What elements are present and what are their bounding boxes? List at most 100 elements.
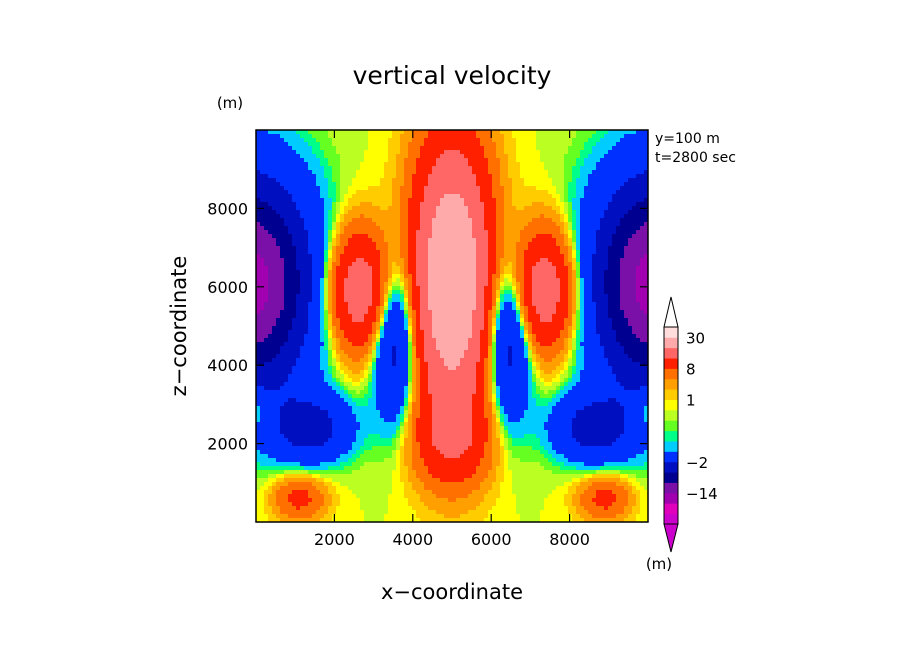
contour-cell [340,154,345,159]
contour-cell [488,290,493,295]
contour-cell [608,150,613,155]
contour-cell [524,138,529,143]
contour-cell [288,294,293,299]
contour-cell [368,234,373,239]
contour-cell [600,218,605,223]
contour-cell [588,302,593,307]
contour-cell [268,254,273,259]
contour-cell [560,242,565,247]
contour-cell [576,186,581,191]
contour-cell [336,166,341,171]
contour-cell [336,254,341,259]
contour-cell [324,242,329,247]
contour-cell [580,178,585,183]
contour-cell [572,182,577,187]
contour-cell [260,214,265,219]
contour-cell [592,206,597,211]
contour-cell [576,158,581,163]
contour-cell [520,302,525,307]
contour-cell [408,214,413,219]
contour-cell [548,270,553,275]
contour-cell [284,150,289,155]
contour-cell [284,322,289,327]
contour-cell [364,214,369,219]
contour-cell [448,330,453,335]
contour-cell [528,282,533,287]
contour-cell [292,210,297,215]
contour-cell [376,246,381,251]
contour-cell [584,302,589,307]
contour-cell [444,266,449,271]
contour-cell [524,242,529,247]
contour-cell [436,326,441,331]
contour-cell [400,154,405,159]
contour-cell [416,146,421,151]
contour-cell [520,238,525,243]
contour-cell [612,130,617,135]
contour-cell [604,162,609,167]
contour-cell [300,226,305,231]
contour-cell [332,182,337,187]
contour-cell [392,194,397,199]
contour-cell [492,310,497,315]
contour-cell [464,294,469,299]
contour-cell [536,210,541,215]
contour-cell [524,162,529,167]
contour-cell [348,238,353,243]
contour-cell [476,262,481,267]
contour-cell [632,186,637,191]
contour-cell [620,286,625,291]
contour-cell [276,182,281,187]
contour-cell [492,270,497,275]
contour-cell [292,162,297,167]
contour-cell [472,310,477,315]
contour-cell [608,278,613,283]
contour-cell [308,262,313,267]
contour-cell [444,322,449,327]
contour-cell [320,246,325,251]
contour-cell [592,138,597,143]
contour-cell [608,234,613,239]
contour-cell [500,306,505,311]
contour-cell [512,162,517,167]
contour-cell [528,254,533,259]
contour-cell [372,170,377,175]
contour-cell [632,270,637,275]
contour-cell [504,230,509,235]
contour-cell [408,246,413,251]
contour-cell [428,242,433,247]
contour-cell [388,210,393,215]
contour-cell [272,214,277,219]
contour-cell [308,294,313,299]
contour-cell [428,326,433,331]
contour-cell [344,198,349,203]
contour-cell [384,322,389,327]
contour-cell [396,282,401,287]
contour-cell [264,294,269,299]
contour-cell [300,154,305,159]
contour-cell [596,326,601,331]
contour-cell [348,206,353,211]
contour-cell [464,186,469,191]
contour-cell [388,146,393,151]
contour-cell [484,330,489,335]
contour-cell [364,158,369,163]
contour-cell [496,170,501,175]
contour-cell [524,318,529,323]
contour-cell [588,194,593,199]
contour-cell [584,142,589,147]
contour-cell [380,314,385,319]
contour-cell [536,158,541,163]
contour-cell [376,310,381,315]
contour-cell [256,174,261,179]
contour-cell [404,310,409,315]
contour-cell [260,150,265,155]
contour-cell [480,258,485,263]
contour-cell [492,230,497,235]
contour-cell [280,306,285,311]
contour-cell [536,266,541,271]
contour-cell [316,274,321,279]
contour-cell [356,330,361,335]
contour-cell [408,174,413,179]
contour-cell [448,174,453,179]
